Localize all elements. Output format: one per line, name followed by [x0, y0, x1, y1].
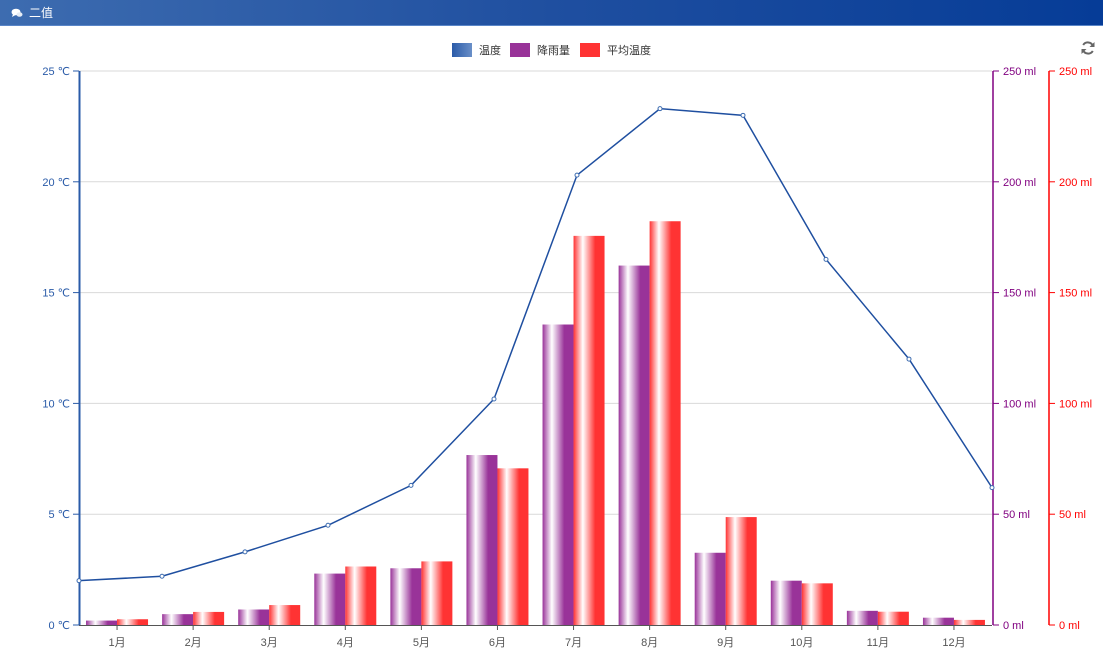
bar-rainfall[interactable] [314, 573, 346, 625]
bar-rainfall[interactable] [694, 552, 726, 625]
x-tick-label: 2月 [185, 637, 202, 649]
legend-swatch [510, 43, 530, 57]
bar-avg-temp[interactable] [953, 619, 985, 625]
line-point[interactable] [989, 485, 995, 491]
bar-rainfall[interactable] [390, 568, 422, 625]
bar-rainfall[interactable] [542, 324, 574, 625]
temperature-line [78, 107, 993, 582]
x-tick-label: 8月 [641, 637, 658, 649]
line-point[interactable] [574, 172, 580, 178]
bar-avg-temp[interactable] [117, 619, 149, 625]
legend-item-0[interactable]: 温度 [452, 43, 501, 57]
bar-avg-temp[interactable] [877, 611, 909, 625]
y-right-tick-label: 100 ml [1003, 398, 1036, 410]
bar-rainfall[interactable] [770, 580, 802, 625]
title-bar: 二值 [0, 0, 1103, 26]
line-point[interactable] [242, 549, 248, 555]
legend: 温度 降雨量 平均温度 [452, 43, 651, 57]
bar-rainfall[interactable] [922, 617, 954, 625]
bar-rainfall[interactable] [466, 455, 498, 625]
y-left-tick-label: 0 ℃ [48, 620, 70, 632]
y-left-tick-label: 25 ℃ [42, 66, 70, 78]
bar-rainfall[interactable] [86, 620, 118, 625]
line-point[interactable] [740, 112, 746, 118]
y-right-tick-label: 200 ml [1003, 177, 1036, 189]
line-point[interactable] [823, 256, 829, 262]
y-right2-tick-label: 50 ml [1059, 509, 1086, 521]
y-right-tick-label: 250 ml [1003, 66, 1036, 78]
bar-rainfall[interactable] [162, 614, 194, 625]
x-tick-label: 5月 [413, 637, 430, 649]
line-point[interactable] [325, 522, 331, 528]
y-right2-tick-label: 150 ml [1059, 288, 1092, 300]
y-left-tick-label: 5 ℃ [48, 509, 70, 521]
page-title: 二值 [29, 6, 54, 20]
legend-item-1[interactable]: 降雨量 [510, 43, 570, 57]
x-tick-label: 4月 [337, 637, 354, 649]
x-tick-label: 6月 [489, 637, 506, 649]
bar-avg-temp[interactable] [649, 221, 681, 625]
x-tick-label: 12月 [942, 637, 965, 649]
bar-avg-temp[interactable] [573, 235, 605, 625]
y-left-tick-label: 10 ℃ [42, 398, 70, 410]
legend-item-2[interactable]: 平均温度 [580, 43, 651, 57]
y-right-tick-label: 150 ml [1003, 288, 1036, 300]
y-left-tick-label: 15 ℃ [42, 288, 70, 300]
x-tick-label: 11月 [867, 637, 889, 649]
line-point[interactable] [657, 106, 663, 112]
refresh-icon[interactable] [1080, 40, 1096, 56]
y-right2-tick-label: 250 ml [1059, 66, 1092, 78]
x-tick-label: 10月 [790, 637, 813, 649]
bar-avg-temp[interactable] [725, 517, 757, 625]
x-tick-label: 3月 [261, 637, 278, 649]
legend-label: 降雨量 [537, 43, 570, 57]
line-point[interactable] [491, 396, 497, 402]
bar-rainfall[interactable] [238, 609, 270, 625]
bar-avg-temp[interactable] [421, 561, 453, 625]
line-series [76, 106, 995, 584]
bar-avg-temp[interactable] [497, 468, 529, 625]
bar-avg-temp[interactable] [801, 583, 833, 625]
legend-label: 温度 [479, 43, 501, 57]
y-right-tick-label: 50 ml [1003, 509, 1030, 521]
legend-label: 平均温度 [607, 43, 651, 57]
line-point[interactable] [408, 482, 414, 488]
grid-lines [79, 70, 992, 515]
line-point[interactable] [76, 578, 82, 584]
bar-rainfall[interactable] [846, 610, 878, 625]
bar-avg-temp[interactable] [193, 611, 225, 625]
x-tick-label: 9月 [717, 637, 734, 649]
axes: 1月 2月 3月 4月 5月 6月 7月 8月 9月 10月 11月 12月 0 ℃ 5 ℃ 10 ℃ 15 … [42, 66, 1092, 649]
bar-rainfall[interactable] [618, 265, 650, 625]
bar-avg-temp[interactable] [345, 566, 377, 625]
x-tick-label: 1月 [108, 637, 125, 649]
y-right2-tick-label: 0 ml [1059, 620, 1080, 632]
bar-avg-temp[interactable] [269, 605, 301, 625]
line-point[interactable] [906, 356, 912, 362]
y-right-tick-label: 0 ml [1003, 620, 1024, 632]
legend-swatch [580, 43, 600, 57]
comments-icon [11, 8, 23, 17]
bar-series [86, 221, 985, 625]
y-left-tick-label: 20 ℃ [42, 177, 70, 189]
y-right2-tick-label: 200 ml [1059, 177, 1092, 189]
line-point[interactable] [159, 573, 165, 579]
x-tick-label: 7月 [565, 637, 582, 649]
legend-swatch [452, 43, 472, 57]
y-right2-tick-label: 100 ml [1059, 398, 1092, 410]
